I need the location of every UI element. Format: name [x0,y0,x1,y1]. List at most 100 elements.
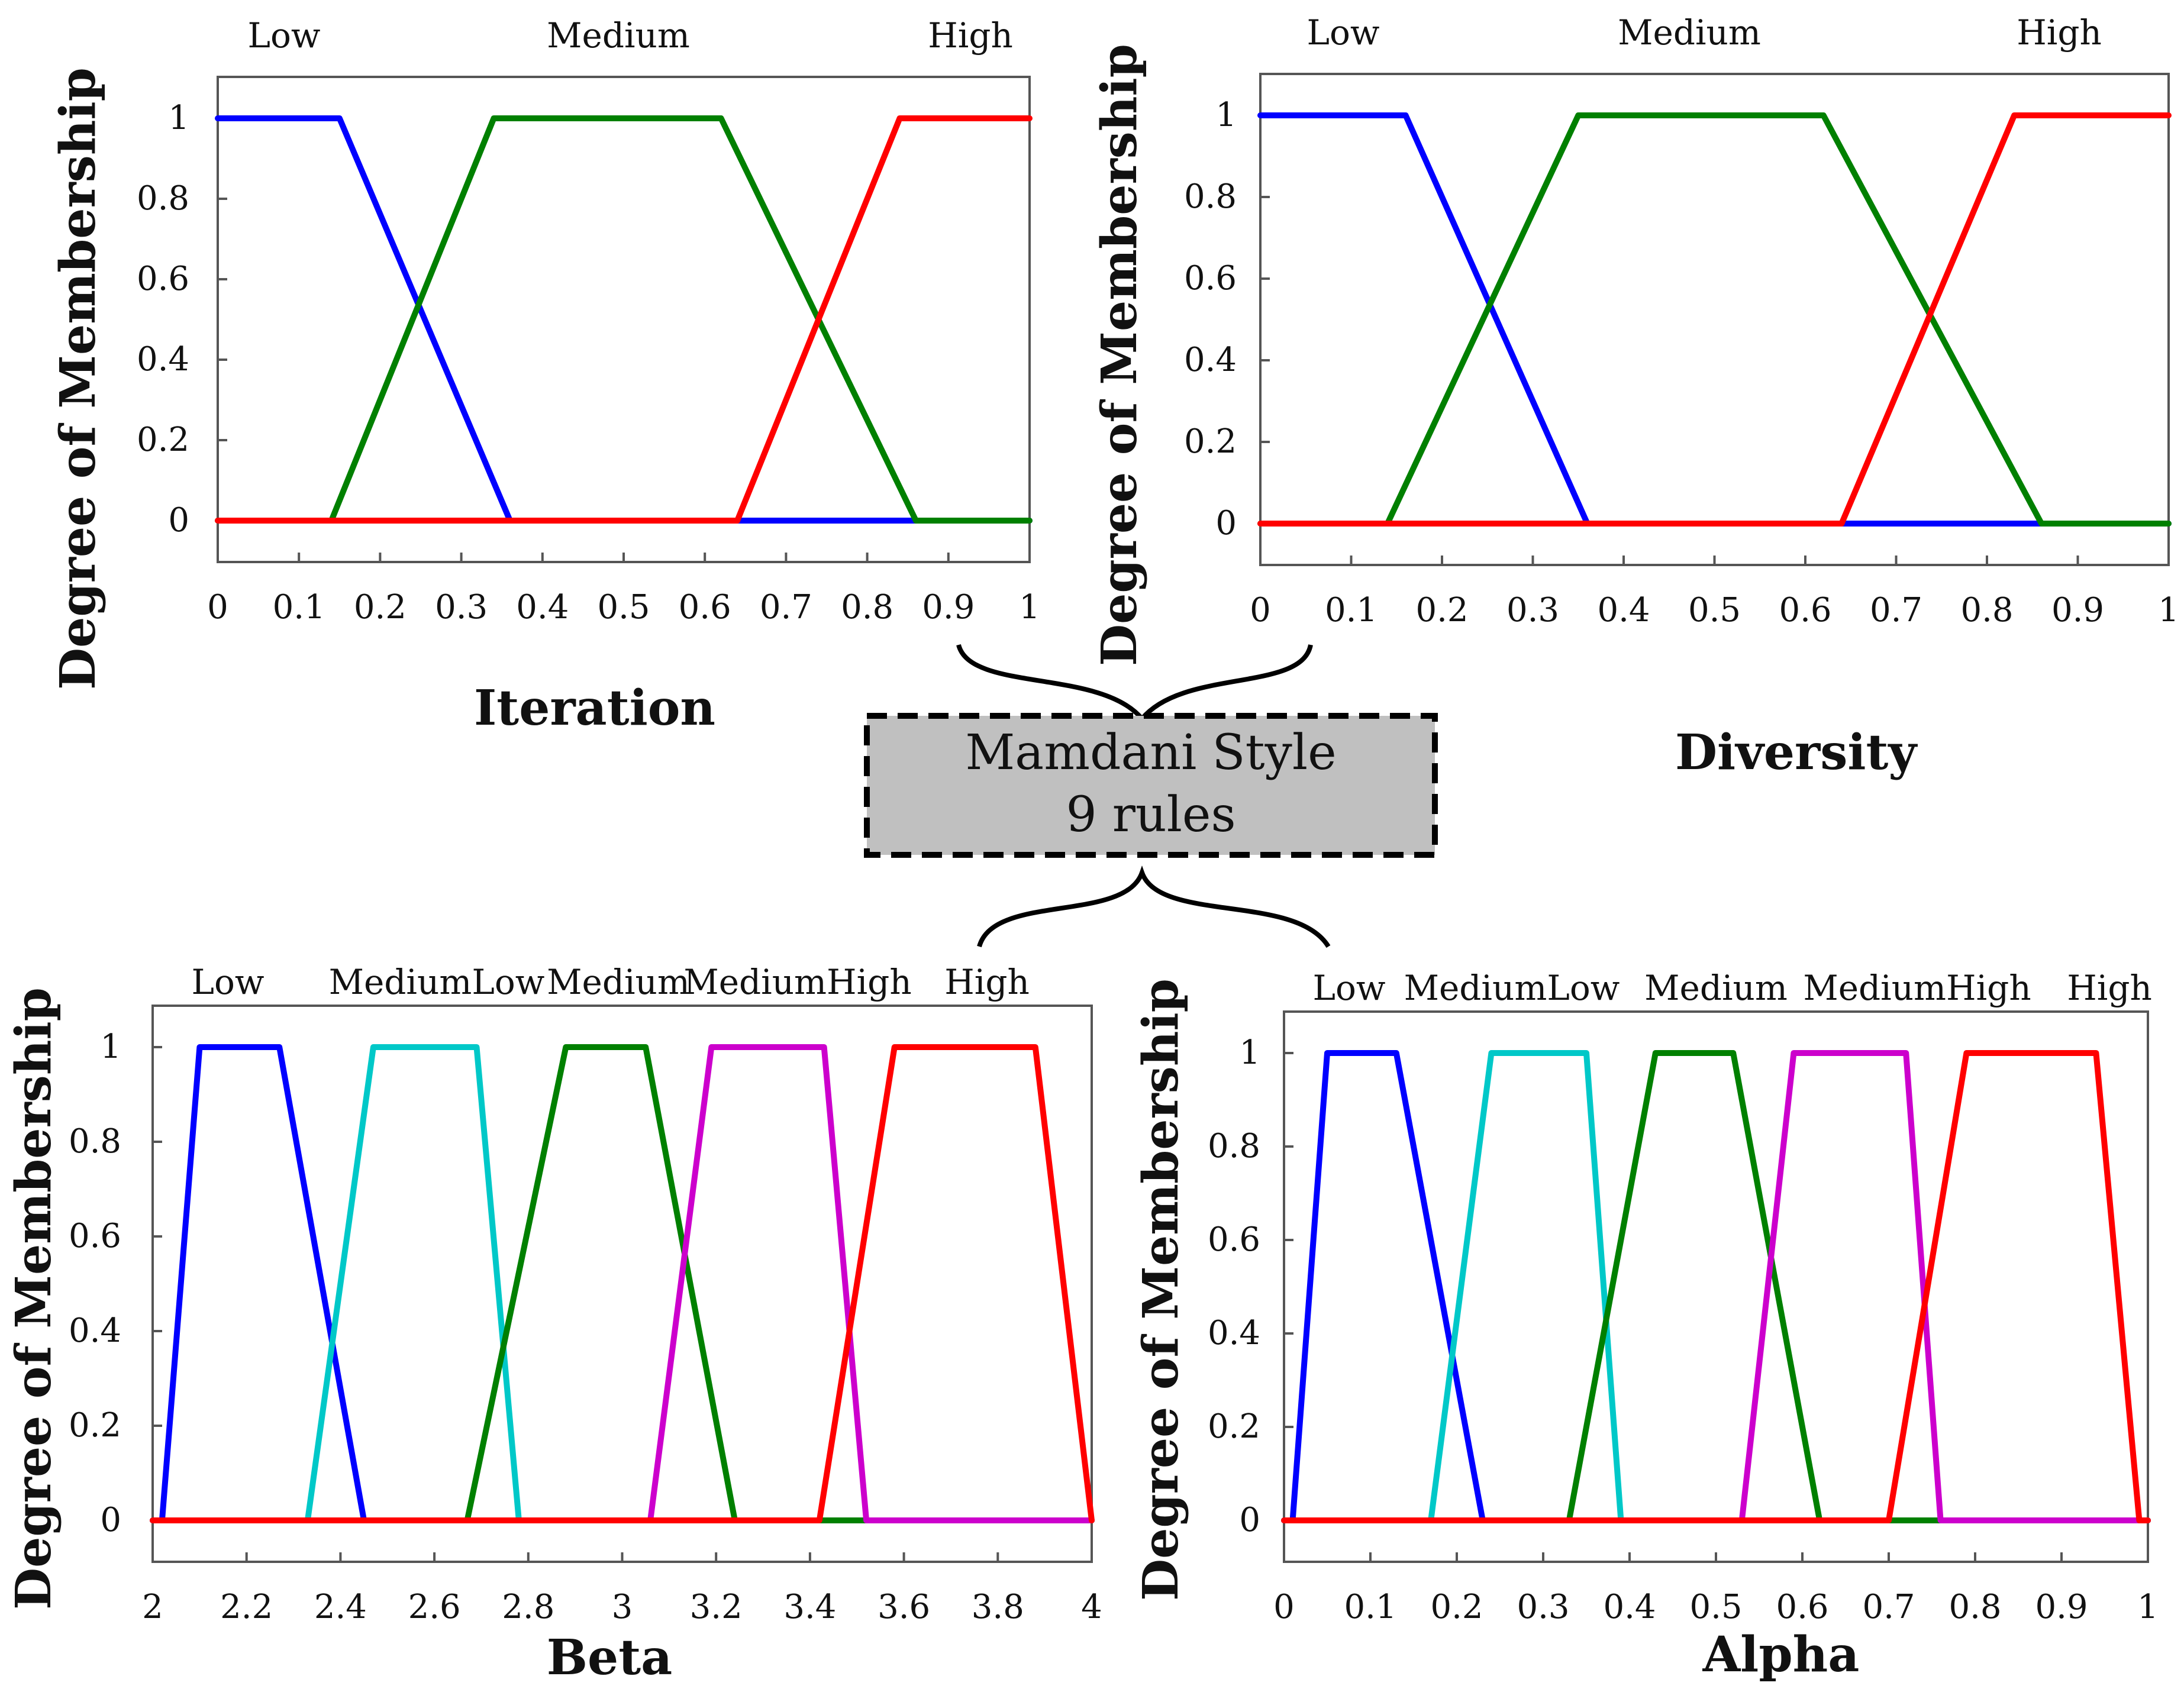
x-tick-label: 0.8 [841,588,893,626]
x-axis-label: Alpha [1702,1626,1860,1683]
x-tick-label: 4 [1081,1588,1102,1626]
y-tick-label: 0.2 [1208,1407,1260,1446]
x-tick-label: 0.9 [2035,1588,2088,1626]
x-tick-label: 0 [1250,591,1271,629]
mf-curve-low [215,115,1033,524]
x-tick-label: 0.6 [1779,591,1831,629]
x-tick-label: 2.4 [314,1588,367,1626]
y-tick-label: 0.4 [1184,341,1237,379]
x-tick-label: 1 [2137,1588,2159,1626]
x-axis-label: Diversity [1675,724,1918,781]
x-tick-label: 0.8 [1960,591,2013,629]
x-tick-label: 2.8 [502,1588,554,1626]
x-tick-label: 0.6 [1776,1588,1828,1626]
x-tick-label: 0.1 [1325,591,1377,629]
mf-curve-medium [215,115,1033,524]
mf-curve-high [215,115,1033,524]
x-tick-label: 0.3 [435,588,488,626]
y-tick-label: 0.2 [137,421,189,459]
y-tick-label: 0 [100,1501,121,1539]
mf-label-mediumlow: MediumLow [1404,968,1620,1008]
x-tick-label: 0.8 [1948,1588,2001,1626]
mf-curve-low [150,1044,1095,1523]
x-tick-label: 2.6 [408,1588,461,1626]
x-tick-label: 2.2 [220,1588,273,1626]
y-axis-label: Degree of Membership [50,67,107,690]
x-tick-label: 0.5 [1688,591,1741,629]
mf-label-high: High [928,15,1013,56]
brace-bottom-connector [977,866,1331,948]
mf-label-low: Low [247,15,320,56]
mamdani-title: Mamdani Style [965,725,1336,781]
y-tick-label: 1 [1215,96,1237,134]
y-tick-label: 0.6 [1184,259,1237,298]
mf-label-medium: Medium [547,962,690,1002]
mf-curve-mediumlow [1281,1050,2151,1523]
mf-label-mediumhigh: MediumHigh [1803,968,2031,1008]
mf-label-medium: Medium [547,15,690,56]
y-tick-label: 0 [1215,504,1237,542]
chart-iteration: 0 0.2 0.4 0.6 0.8 1 0 0.1 0.2 0.3 0.4 0.5 0.6 0.7 0.8 0… [50,15,1040,737]
mamdani-rule-box: Mamdani Style 9 rules [864,713,1438,858]
plot-frame [151,1005,1093,1563]
x-tick-label: 0.7 [1862,1588,1915,1626]
x-tick-label: 0 [1273,1588,1295,1626]
chart-beta: 0 0.2 0.4 0.6 0.8 1 2 2.2 2.4 2.6 2.8 3 3.2 3.4 3.6 3.8… [5,962,1102,1686]
mf-curve-low [1257,112,2172,527]
mf-label-mediumlow: MediumLow [329,962,545,1002]
y-tick-label: 0.8 [137,179,189,218]
x-tick-label: 0.2 [1430,1588,1483,1626]
x-tick-label: 0.1 [1344,1588,1396,1626]
x-tick-label: 1 [1019,588,1040,626]
plot-frame [1283,1010,2149,1563]
x-tick-label: 3.8 [972,1588,1024,1626]
y-axis-label: Degree of Membership [1133,978,1189,1601]
x-tick-label: 3.2 [690,1588,743,1626]
mf-label-mediumhigh: MediumHigh [683,962,911,1002]
chart-diversity: 0 0.2 0.4 0.6 0.8 1 0 0.1 0.2 0.3 0.4 0.5 0.6 0.7 0.8 0… [1091,12,2179,781]
plot-frame [1259,73,2170,566]
y-tick-label: 0.4 [1208,1314,1260,1352]
y-tick-label: 1 [100,1028,121,1066]
y-tick-label: 0.6 [137,260,189,298]
x-tick-label: 0 [207,588,228,626]
x-tick-label: 0.2 [354,588,407,626]
x-tick-label: 0.5 [597,588,650,626]
y-tick-label: 0.2 [69,1406,121,1445]
y-tick-label: 1 [1239,1034,1260,1072]
x-tick-label: 0.5 [1689,1588,1742,1626]
x-tick-label: 0.6 [679,588,731,626]
mf-label-high: High [944,962,1030,1002]
x-tick-label: 3 [612,1588,633,1626]
x-tick-label: 0.3 [1517,1588,1569,1626]
x-tick-label: 1 [2158,591,2179,629]
mf-label-medium: Medium [1618,12,1761,53]
mamdani-rule-count: 9 rules [1066,787,1235,843]
x-tick-label: 0.3 [1506,591,1559,629]
x-tick-label: 0.4 [516,588,569,626]
mf-curve-high [1257,112,2172,527]
mf-curve-high [150,1044,1095,1523]
x-tick-label: 0.4 [1603,1588,1656,1626]
x-tick-label: 0.1 [273,588,325,626]
x-tick-label: 0.7 [1870,591,1922,629]
x-tick-label: 0.2 [1415,591,1468,629]
x-tick-label: 0.7 [760,588,812,626]
y-tick-label: 0.6 [1208,1220,1260,1259]
mf-curve-low [1281,1050,2151,1523]
y-tick-label: 0.4 [137,340,189,379]
y-axis-label: Degree of Membership [5,987,62,1610]
mf-label-low: Low [1306,12,1379,53]
mf-label-low: Low [191,962,264,1002]
y-tick-label: 0.4 [69,1312,121,1350]
x-tick-label: 0.9 [2051,591,2104,629]
y-tick-label: 1 [168,99,189,137]
mf-curve-high [1281,1050,2151,1523]
y-tick-label: 0.8 [69,1122,121,1161]
y-axis-label: Degree of Membership [1091,44,1148,666]
x-tick-label: 2 [142,1588,163,1626]
x-axis-label: Beta [547,1629,673,1686]
mf-label-high: High [2067,968,2152,1008]
x-tick-label: 0.4 [1597,591,1650,629]
mf-curve-mediumhigh [1281,1050,2151,1523]
